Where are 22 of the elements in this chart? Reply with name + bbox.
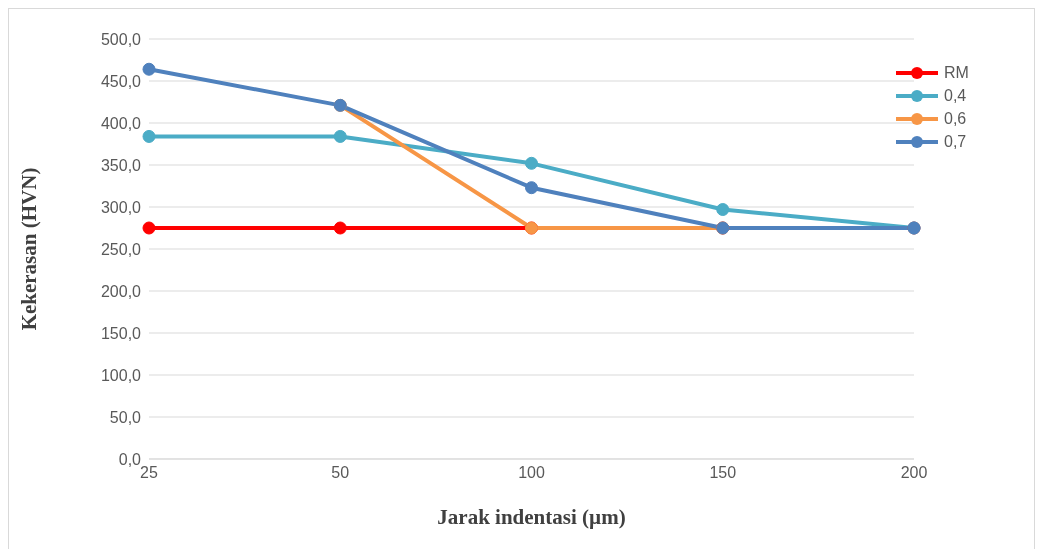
y-tick-label: 500,0 [100, 30, 142, 48]
y-tick-label: 200,0 [100, 282, 142, 300]
y-tick-label: 150,0 [100, 324, 142, 342]
x-axis-title: Jarak indentasi (µm) [437, 504, 626, 529]
x-tick-label: 200 [900, 464, 928, 482]
x-tick-label: 25 [140, 464, 158, 482]
y-tick-label: 350,0 [100, 156, 142, 174]
legend-label: 0,4 [944, 86, 967, 105]
x-tick-label: 150 [709, 464, 737, 482]
y-tick-label: 300,0 [100, 198, 142, 216]
y-tick-label: 50,0 [109, 408, 142, 426]
y-tick-label: 400,0 [100, 114, 142, 132]
y-tick-label: 100,0 [100, 366, 142, 384]
legend-label: 0,6 [944, 109, 967, 128]
y-tick-label: 450,0 [100, 72, 142, 90]
x-tick-label: 100 [518, 464, 545, 482]
y-tick-label: 250,0 [100, 240, 142, 258]
y-axis-title: Kekerasan (HVN) [17, 167, 42, 331]
legend-label: 0,7 [944, 132, 967, 151]
y-tick-label: 0,0 [118, 450, 142, 468]
legend-label: RM [944, 63, 969, 82]
x-tick-label: 50 [331, 464, 350, 482]
